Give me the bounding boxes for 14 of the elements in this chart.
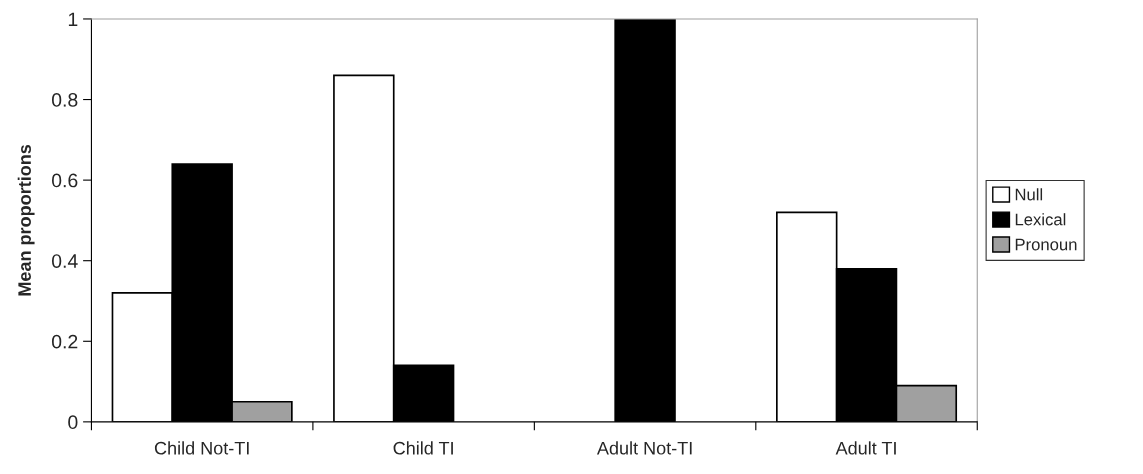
y-tick-label: 0	[68, 415, 78, 430]
legend-label: Lexical	[1015, 213, 1066, 226]
y-tick-label: 0.2	[51, 334, 78, 349]
x-tick-label: Adult TI	[835, 441, 896, 455]
legend-label: Pronoun	[1015, 238, 1077, 251]
x-tick-label: Adult Not-TI	[596, 441, 692, 455]
y-tick-label: 1	[68, 12, 78, 27]
x-tick-label: Child Not-TI	[154, 441, 249, 455]
y-axis-title: Mean proportions	[17, 144, 35, 296]
legend-label: Null	[1015, 188, 1043, 201]
x-tick-label: Child TI	[393, 441, 453, 455]
y-tick-label: 0.8	[51, 93, 78, 107]
y-tick-label: 0.6	[51, 173, 78, 188]
y-tick-label: 0.4	[51, 254, 78, 268]
